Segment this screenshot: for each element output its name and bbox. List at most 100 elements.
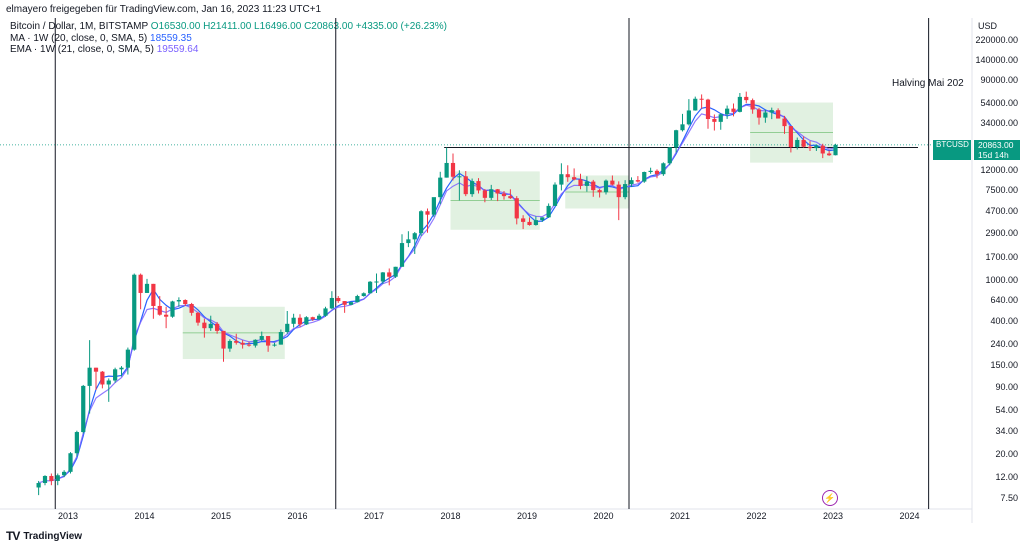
candle-body — [514, 198, 519, 219]
candle-body — [750, 100, 755, 110]
candle-body — [144, 283, 150, 293]
candle-body — [380, 272, 385, 282]
candle-body — [661, 163, 666, 175]
candle-body — [406, 239, 411, 244]
candle-body — [246, 344, 252, 346]
candle-body — [572, 177, 577, 180]
time-tick-label: 2024 — [899, 511, 920, 521]
legend-ema-row: EMA · 1W (21, close, 0, SMA, 5) 19559.64 — [10, 44, 447, 56]
candle-body — [763, 112, 768, 118]
candle-body — [310, 317, 315, 320]
candle-body — [297, 317, 303, 325]
candle-body — [578, 179, 583, 186]
candle-body — [814, 145, 819, 149]
candle-body — [195, 312, 201, 323]
ema-line — [38, 104, 836, 484]
legend-ma-value: 18559.35 — [150, 32, 192, 44]
candle-body — [699, 98, 704, 100]
candle-body — [164, 314, 169, 317]
candle-body — [616, 184, 621, 198]
candle-body — [705, 99, 711, 120]
price-tick-label: 2900.00 — [985, 227, 1018, 238]
time-tick-label: 2017 — [363, 511, 385, 521]
candle-body — [157, 305, 162, 315]
candle-body — [125, 349, 130, 368]
candle-body — [62, 471, 67, 476]
candle-body — [540, 217, 545, 221]
time-tick-label: 2023 — [822, 511, 844, 521]
price-tick-label: 90000.00 — [980, 74, 1018, 85]
price-tick-label: 400.00 — [990, 315, 1018, 326]
candle-body — [399, 243, 405, 267]
ma-line — [57, 103, 836, 480]
legend-ema-name[interactable]: EMA · 1W (21, close, 0, SMA, 5) — [10, 44, 154, 55]
candle-body — [291, 317, 296, 324]
candle-body — [833, 144, 838, 156]
candle-body — [470, 181, 475, 195]
candle-body — [527, 221, 532, 226]
price-scale[interactable]: 220000.00 140000.00 90000.00 54000.00 34000.… — [972, 18, 1024, 512]
candle-body — [342, 301, 347, 305]
candle-body — [278, 332, 283, 345]
price-tick-label: 1700.00 — [985, 251, 1018, 262]
price-tick-label: 1000.00 — [985, 275, 1018, 286]
candle-body — [725, 108, 730, 115]
candle-body — [189, 304, 194, 313]
legend-ema-value: 19559.64 — [156, 44, 199, 55]
candle-body — [438, 177, 443, 198]
time-tick-label: 2022 — [746, 511, 767, 521]
candle-body — [552, 184, 558, 206]
tv-logo-icon: TV — [6, 529, 20, 543]
candle-body — [591, 181, 596, 191]
price-tick-label: 12.00 — [995, 472, 1018, 483]
candle-body — [49, 475, 54, 481]
candle-body — [240, 342, 245, 345]
candle-body — [769, 110, 774, 113]
candle-body — [412, 233, 417, 240]
candle-body — [138, 274, 143, 293]
candle-body — [584, 181, 589, 186]
candle-body — [712, 119, 717, 122]
price-tick-label: 150.00 — [990, 359, 1018, 370]
candle-body — [87, 367, 92, 386]
candle-body — [559, 174, 564, 185]
last-price-badge: 20863.00 15d 14h — [974, 140, 1020, 160]
candle-body — [425, 211, 430, 215]
candle-body — [533, 220, 538, 226]
legend-ma-row: MA · 1W (20, close, 0, SMA, 5) 18559.35 — [10, 33, 447, 45]
candle-body — [546, 205, 551, 218]
candle-body — [259, 336, 264, 340]
price-tick-label: 90.00 — [995, 382, 1018, 393]
candle-body — [119, 367, 124, 370]
candle-body — [623, 184, 628, 198]
price-tick-label: 12000.00 — [980, 164, 1018, 175]
candle-body — [495, 189, 500, 194]
candle-body — [113, 369, 118, 381]
candle-body — [151, 283, 156, 306]
candle-body — [444, 162, 449, 178]
badge-countdown: 15d 14h — [978, 150, 1009, 160]
badge-price: 20863.00 — [978, 140, 1014, 150]
time-axis[interactable]: 2013 2014 2015 2016 2017 2018 2019 2020 2021 2022… — [0, 509, 972, 523]
candle-body — [629, 180, 634, 185]
candle-body — [68, 453, 73, 472]
candle-body — [654, 170, 660, 175]
candle-body — [431, 197, 436, 215]
footer-brand: TradingView — [23, 530, 83, 542]
candle-body — [93, 367, 99, 372]
candle-body — [368, 281, 373, 294]
candle-body — [387, 272, 392, 277]
candle-body — [795, 139, 800, 147]
candle-body — [100, 371, 105, 385]
candle-body — [132, 274, 137, 350]
time-tick-label: 2014 — [134, 511, 155, 521]
legend-symbol-row: Bitcoin / Dollar, 1M, BITSTAMP O16530.00… — [10, 21, 447, 33]
legend-symbol[interactable]: Bitcoin / Dollar, 1M, BITSTAMP — [10, 21, 149, 32]
candle-body — [680, 124, 685, 131]
candle-body — [686, 110, 691, 125]
lightning-icon[interactable]: ⚡ — [822, 490, 838, 506]
tradingview-logo[interactable]: TV TradingView — [6, 529, 82, 543]
candle-body — [355, 296, 360, 303]
legend-ma-name[interactable]: MA · 1W (20, close, 0, SMA, 5) — [10, 32, 148, 44]
